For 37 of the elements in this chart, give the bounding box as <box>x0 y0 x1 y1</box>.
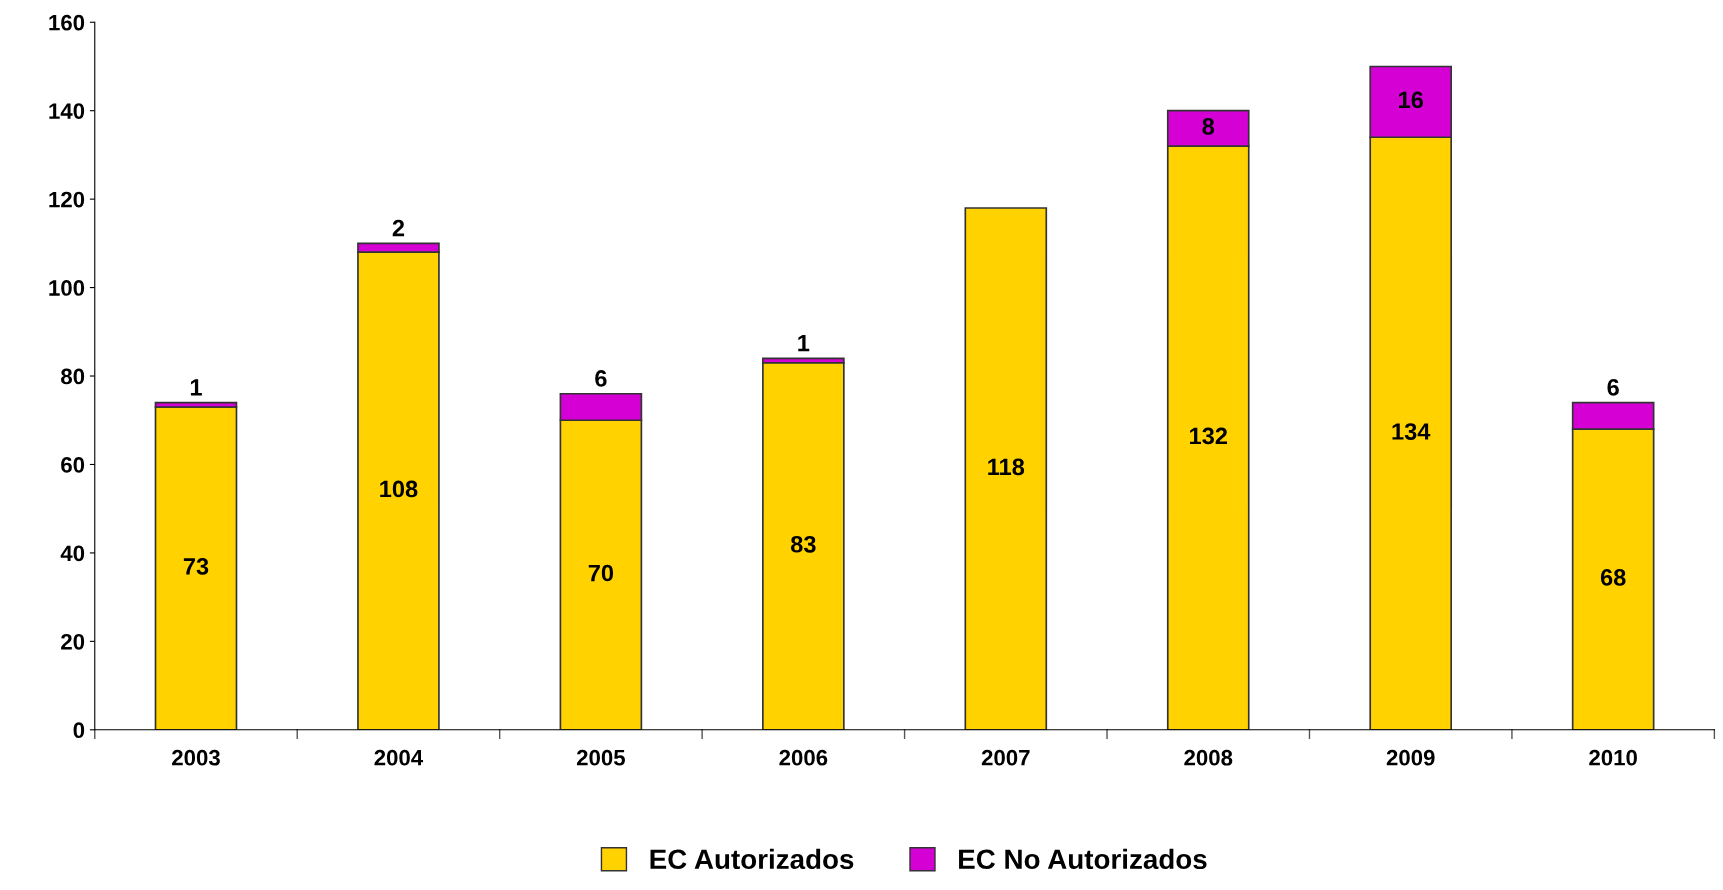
data-label: 73 <box>183 558 209 575</box>
x-tick-label: 2008 <box>1184 749 1233 766</box>
data-label: 68 <box>1600 569 1626 586</box>
y-tick-label: 100 <box>49 280 85 296</box>
bar <box>762 361 845 730</box>
y-tick-label: 160 <box>49 14 85 31</box>
x-tick-label: 2009 <box>1386 749 1435 766</box>
legend-label: EC Autorizados <box>650 848 854 870</box>
data-label: 70 <box>588 564 614 582</box>
data-label: 6 <box>595 370 607 387</box>
data-label: 108 <box>380 480 418 498</box>
y-tick-label: 60 <box>61 457 85 473</box>
data-label: 83 <box>790 535 816 553</box>
data-label: 16 <box>1399 91 1423 109</box>
x-tick-label: 2003 <box>172 749 220 766</box>
bar <box>964 207 1048 730</box>
x-tick-label: 2006 <box>779 749 828 766</box>
data-label: 8 <box>1202 118 1215 135</box>
data-label: 1 <box>190 379 202 396</box>
legend-label: EC No Autorizados <box>959 848 1207 870</box>
data-label: 132 <box>1190 427 1228 445</box>
y-tick-label: 20 <box>61 633 85 650</box>
data-label: 1 <box>798 334 810 352</box>
x-tick-label: 2007 <box>981 749 1030 766</box>
data-label: 6 <box>1607 378 1619 396</box>
x-tick-label: 2010 <box>1589 749 1637 766</box>
y-tick-label: 140 <box>49 103 85 119</box>
bar <box>154 406 238 730</box>
data-label: 2 <box>392 219 405 237</box>
x-tick-label: 2004 <box>374 749 424 766</box>
data-label: 134 <box>1392 423 1431 440</box>
y-tick-label: 0 <box>73 722 85 739</box>
data-label: 118 <box>988 458 1025 476</box>
y-tick-label: 40 <box>60 545 85 562</box>
y-tick-label: 120 <box>49 191 85 208</box>
x-tick-label: 2005 <box>576 749 625 766</box>
y-tick-label: 80 <box>61 368 85 385</box>
